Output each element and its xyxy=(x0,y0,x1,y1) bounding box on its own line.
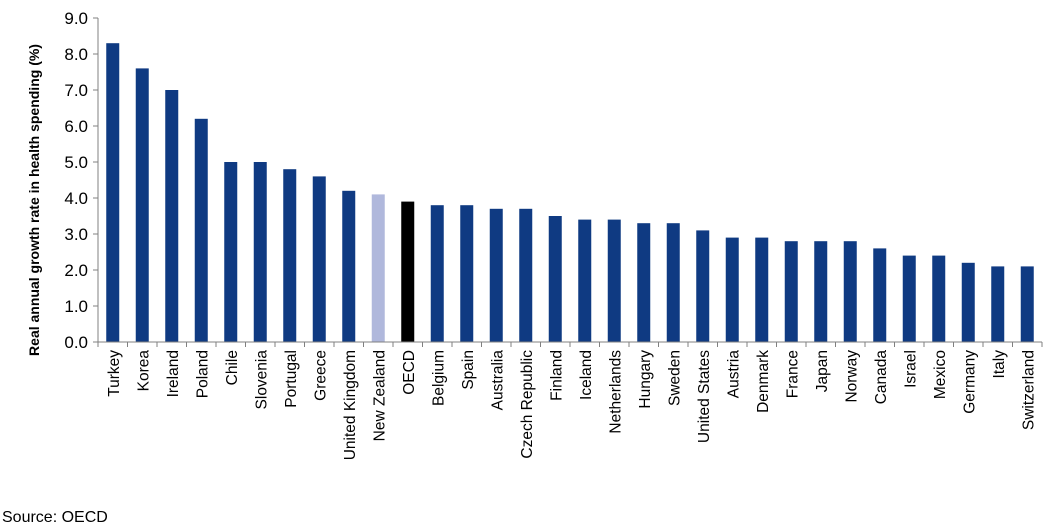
x-category-label: Poland xyxy=(194,350,211,398)
bar-switzerland xyxy=(1020,266,1034,342)
bar-norway xyxy=(843,241,857,342)
bar-netherlands xyxy=(607,219,621,342)
bar-mexico xyxy=(932,255,946,342)
x-category-label: Greece xyxy=(312,350,329,401)
bar-germany xyxy=(961,262,975,342)
bar-spain xyxy=(460,205,474,342)
x-category-label: Italy xyxy=(991,350,1008,379)
x-category-label: Japan xyxy=(814,350,831,392)
bar-turkey xyxy=(106,43,120,342)
x-category-label: Hungary xyxy=(637,350,654,409)
x-category-label: Chile xyxy=(224,350,241,385)
bar-new-zealand xyxy=(371,194,385,342)
bar-israel xyxy=(902,255,916,342)
y-axis-title: Real annual growth rate in health spendi… xyxy=(26,44,42,356)
x-category-label: New Zealand xyxy=(371,350,388,441)
x-category-label: Israel xyxy=(902,350,919,388)
bar-ireland xyxy=(165,90,179,342)
x-category-label: Austria xyxy=(725,350,742,399)
x-category-label: Korea xyxy=(135,350,152,392)
bar-austria xyxy=(725,237,739,342)
x-category-label: France xyxy=(784,350,801,398)
x-category-label: Spain xyxy=(460,350,477,390)
x-category-label: Belgium xyxy=(430,350,447,406)
x-category-label: Switzerland xyxy=(1020,350,1037,430)
y-tick-label: 8.0 xyxy=(64,45,88,64)
x-category-label: OECD xyxy=(401,350,418,395)
x-category-label: United States xyxy=(696,350,713,443)
bar-france xyxy=(784,241,798,342)
bar-iceland xyxy=(578,219,592,342)
x-category-label: Turkey xyxy=(106,350,123,397)
x-category-label: Finland xyxy=(548,350,565,401)
y-tick-label: 7.0 xyxy=(64,81,88,100)
bar-korea xyxy=(135,68,149,343)
y-tick-label: 1.0 xyxy=(64,297,88,316)
y-tick-label: 9.0 xyxy=(64,9,88,28)
bar-portugal xyxy=(283,169,297,342)
y-tick-label: 0.0 xyxy=(64,333,88,352)
bar-oecd xyxy=(401,201,415,342)
x-category-label: Norway xyxy=(843,350,860,403)
bar-chile xyxy=(224,162,238,342)
y-tick-label: 3.0 xyxy=(64,225,88,244)
x-category-label: Mexico xyxy=(932,350,949,399)
bar-united-states xyxy=(696,230,710,342)
bar-sweden xyxy=(666,223,680,342)
y-tick-label: 2.0 xyxy=(64,261,88,280)
x-category-label: Portugal xyxy=(283,350,300,408)
bar-slovenia xyxy=(253,162,267,342)
bar-finland xyxy=(548,216,562,342)
bars xyxy=(106,43,1034,343)
bar-czech-republic xyxy=(519,208,533,342)
y-axis-ticks: 0.0 1.0 2.0 3.0 4.0 5.0 6.0 7.0 8.0 9.0 xyxy=(64,9,98,352)
bar-poland xyxy=(194,118,208,342)
y-tick-label: 6.0 xyxy=(64,117,88,136)
bar-canada xyxy=(873,248,887,342)
bar-united-kingdom xyxy=(342,190,356,342)
y-tick-label: 5.0 xyxy=(64,153,88,172)
bar-australia xyxy=(489,208,503,342)
bar-greece xyxy=(312,176,326,342)
bar-italy xyxy=(991,266,1005,342)
bar-japan xyxy=(814,241,828,342)
y-tick-label: 4.0 xyxy=(64,189,88,208)
x-category-label: Netherlands xyxy=(607,350,624,434)
x-category-label: Czech Republic xyxy=(519,350,536,459)
x-category-label: Ireland xyxy=(165,350,182,397)
x-category-label: Iceland xyxy=(578,350,595,400)
bar-hungary xyxy=(637,223,651,342)
x-category-label: United Kingdom xyxy=(342,350,359,460)
x-axis-labels: Turkey Korea Ireland Poland Chile Slovenia Por… xyxy=(97,342,1043,460)
x-category-label: Germany xyxy=(961,350,978,414)
x-category-label: Australia xyxy=(489,350,506,411)
bar-denmark xyxy=(755,237,769,342)
x-category-label: Denmark xyxy=(755,350,772,413)
x-category-label: Sweden xyxy=(666,350,683,406)
source-note: Source: OECD xyxy=(2,509,108,526)
x-category-label: Slovenia xyxy=(253,350,270,410)
x-category-label: Canada xyxy=(873,350,890,405)
axes xyxy=(97,18,1042,343)
bar-belgium xyxy=(430,205,444,342)
